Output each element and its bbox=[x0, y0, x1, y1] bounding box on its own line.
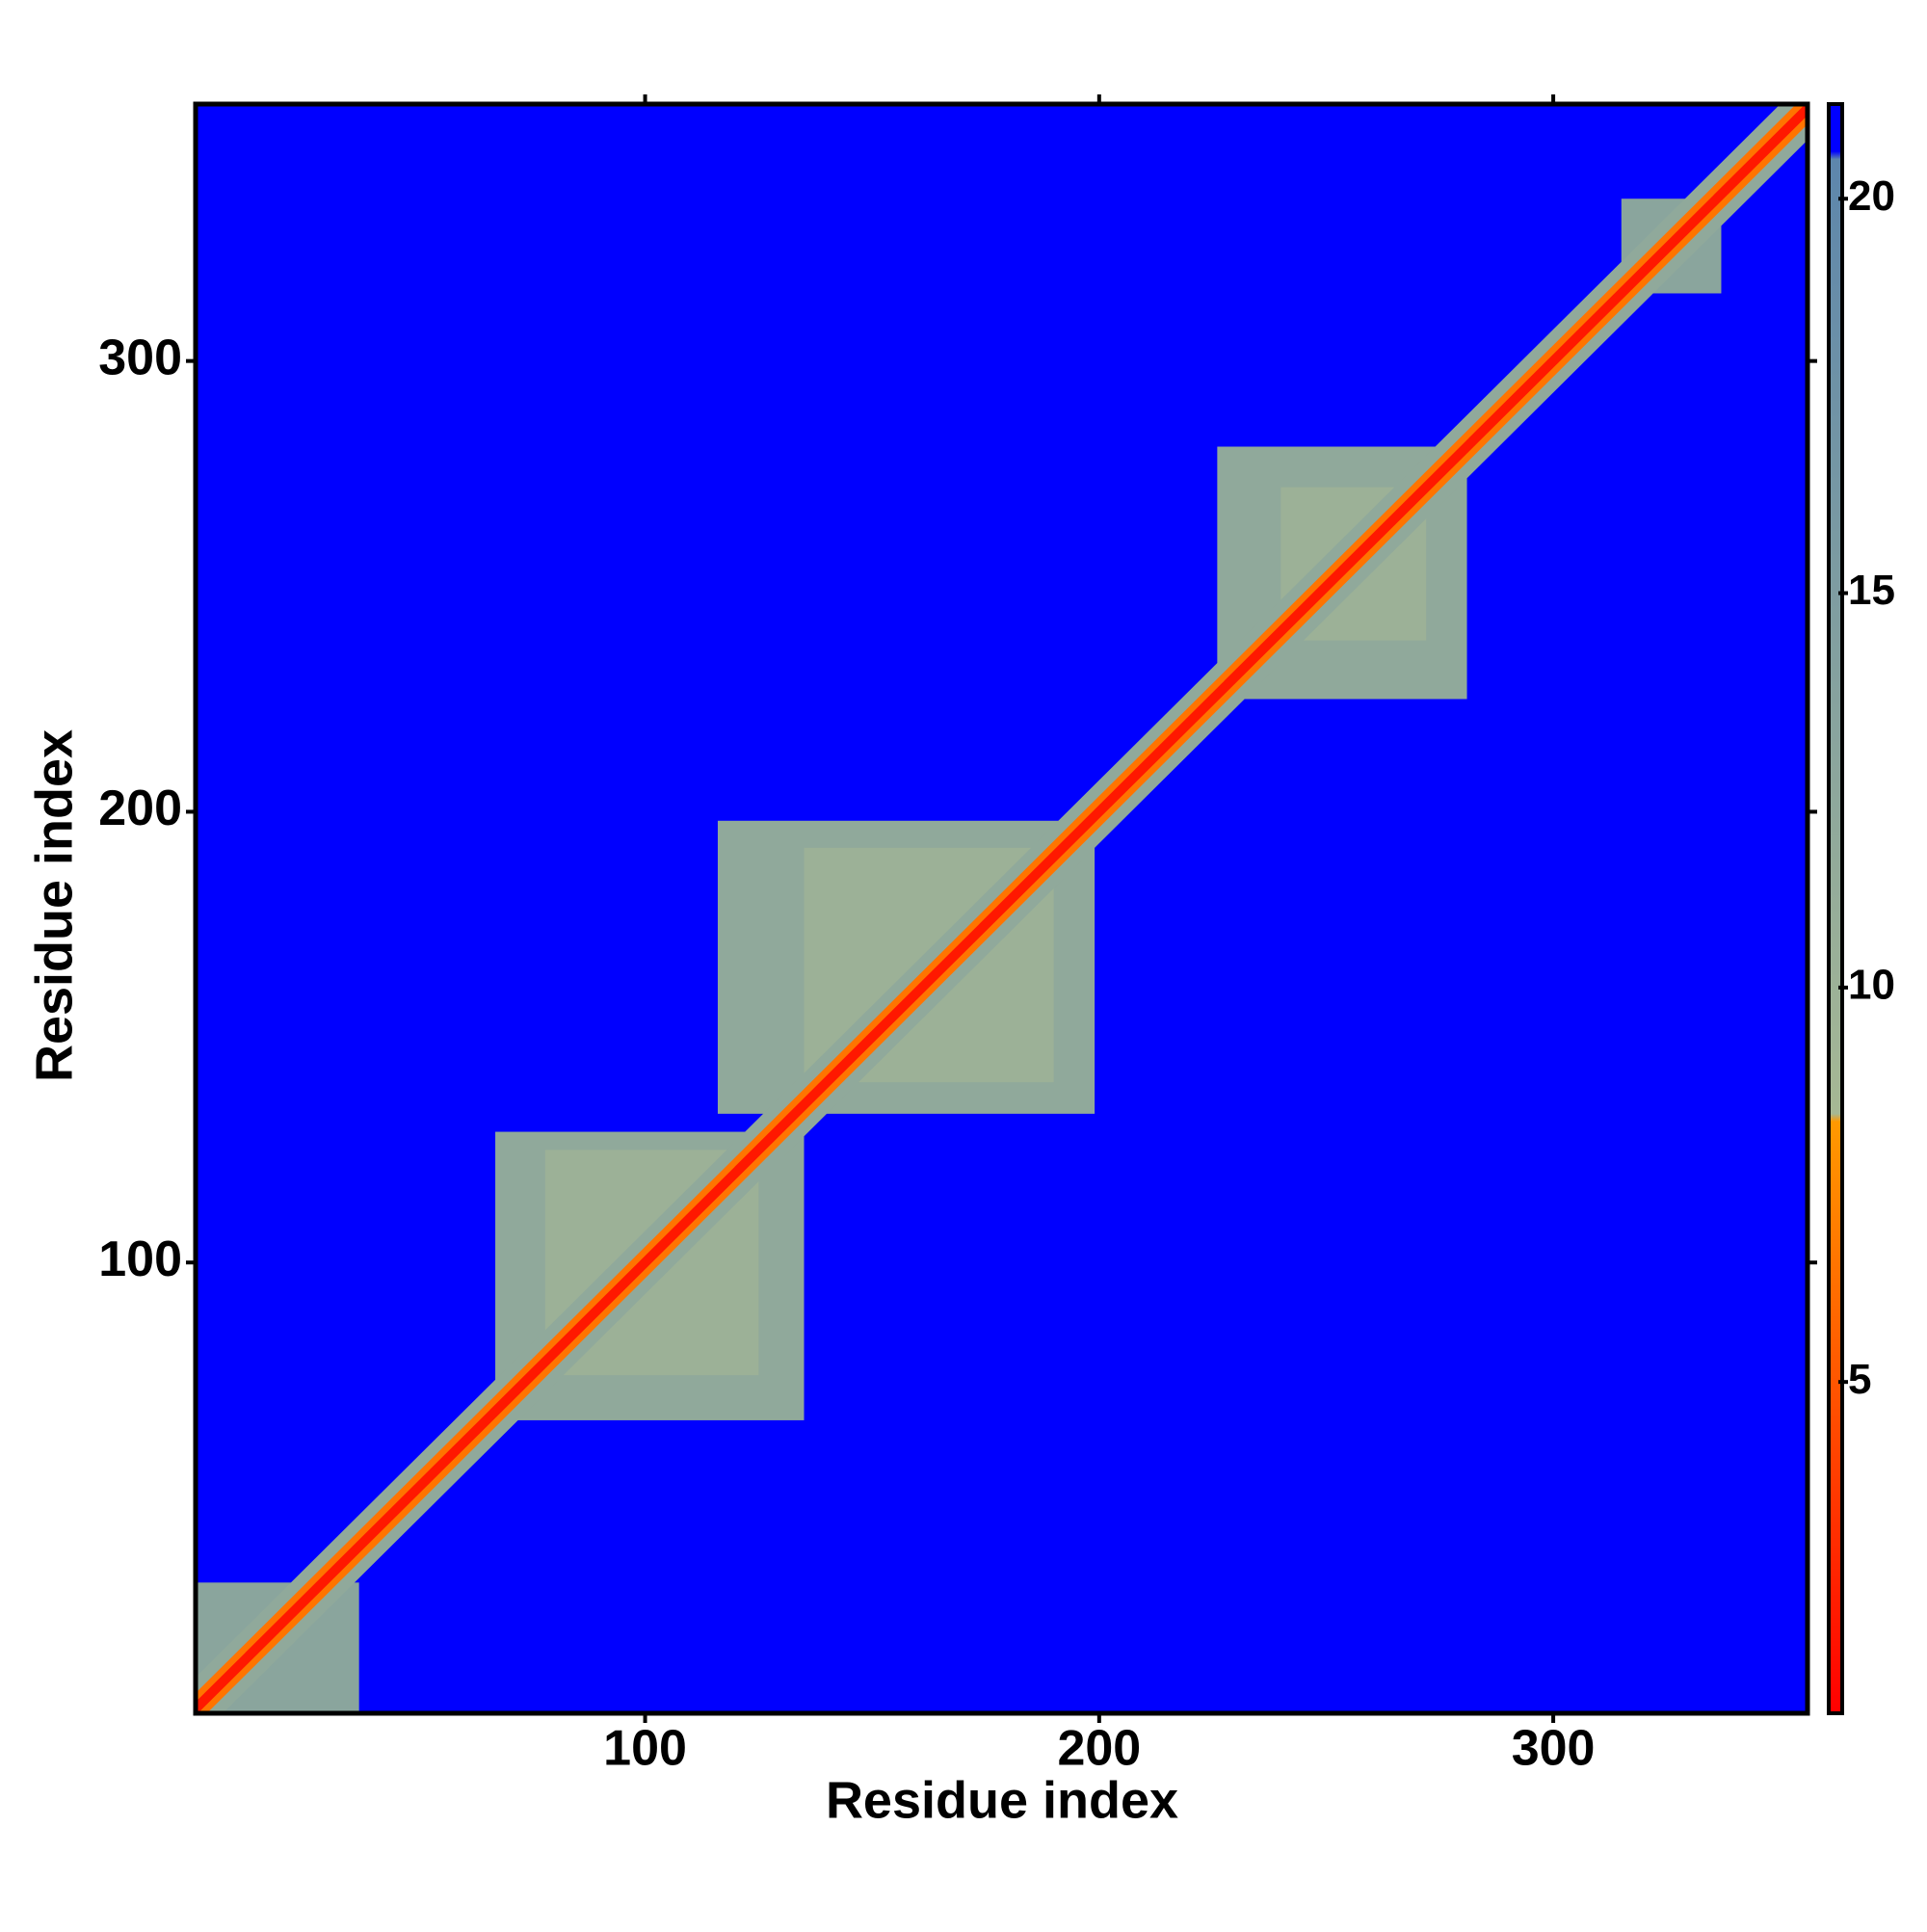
y-tick-label: 200 bbox=[98, 781, 182, 836]
colorbar-tick-label: 5 bbox=[1848, 1356, 1871, 1403]
diagonal-band bbox=[196, 104, 1808, 1713]
x-tick-label: 300 bbox=[1512, 1721, 1596, 1777]
y-tick-label: 300 bbox=[98, 330, 182, 385]
colorbar bbox=[1827, 102, 1844, 1715]
colorbar-tick-label: 20 bbox=[1848, 172, 1895, 220]
colorbar-tick-label: 10 bbox=[1848, 961, 1895, 1008]
x-axis-title: Residue index bbox=[826, 1771, 1178, 1829]
y-tick-label: 100 bbox=[98, 1231, 182, 1287]
heatmap bbox=[196, 104, 1808, 1713]
colorbar-tick-label: 15 bbox=[1848, 567, 1895, 614]
x-tick-label: 200 bbox=[1057, 1721, 1141, 1777]
x-tick-label: 100 bbox=[603, 1721, 687, 1777]
y-axis-title: Residue index bbox=[25, 729, 83, 1082]
plot-frame bbox=[193, 101, 1810, 1716]
